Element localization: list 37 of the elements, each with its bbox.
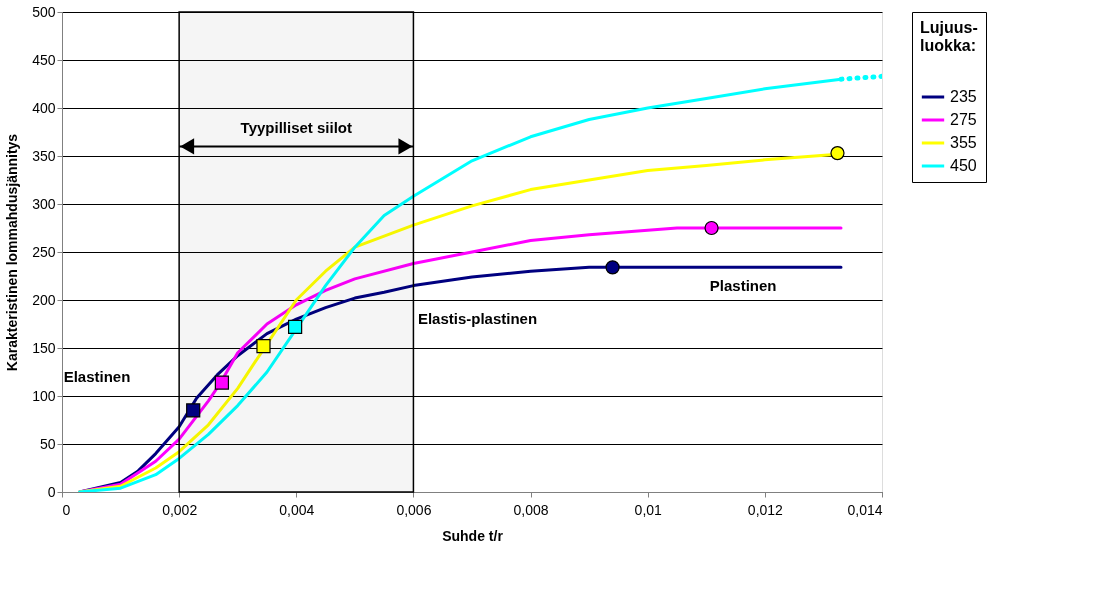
x-tick-label: 0,006 xyxy=(396,501,432,518)
y-tick-label: 350 xyxy=(32,147,56,164)
y-axis-title: Karakteristinen lommahdusjännitys xyxy=(4,133,21,372)
point xyxy=(605,260,620,275)
x-tick-label: 0 xyxy=(62,501,71,518)
band-label: Tyypilliset siilot xyxy=(240,119,352,137)
y-tick-label: 200 xyxy=(32,291,56,308)
annotation: Elastinen xyxy=(63,367,131,385)
y-tick-label: 500 xyxy=(32,3,56,20)
point xyxy=(704,220,719,236)
legend-title: Lujuus- luokka: xyxy=(920,19,978,54)
x-tick-label: 0,014 xyxy=(847,501,883,518)
legend-label: 355 xyxy=(950,134,977,151)
y-tick-label: 450 xyxy=(32,51,56,68)
y-tick-label: 100 xyxy=(32,387,56,404)
legend-label: 235 xyxy=(950,88,977,105)
x-tick-label: 0,012 xyxy=(747,501,784,518)
x-tick-label: 0,004 xyxy=(279,501,315,518)
y-tick-label: 150 xyxy=(32,339,56,356)
y-tick-label: 250 xyxy=(32,243,56,260)
x-axis-title: Suhde t/r xyxy=(442,527,504,544)
point xyxy=(186,403,201,418)
y-tick-label: 300 xyxy=(32,195,56,212)
point xyxy=(214,375,230,390)
point xyxy=(256,338,271,354)
legend-label: 275 xyxy=(950,111,977,128)
point xyxy=(830,146,845,161)
annotation: Elastis-plastinen xyxy=(417,310,538,328)
legend-label: 450 xyxy=(950,157,977,174)
y-tick-label: 0 xyxy=(47,483,56,500)
x-tick-label: 0,008 xyxy=(513,501,549,518)
y-tick-label: 400 xyxy=(32,99,56,116)
y-tick-label: 50 xyxy=(39,435,56,452)
x-tick-label: 0,01 xyxy=(634,501,663,518)
x-tick-label: 0,002 xyxy=(162,501,198,518)
point xyxy=(288,319,303,334)
annotation: Plastinen xyxy=(709,276,777,294)
